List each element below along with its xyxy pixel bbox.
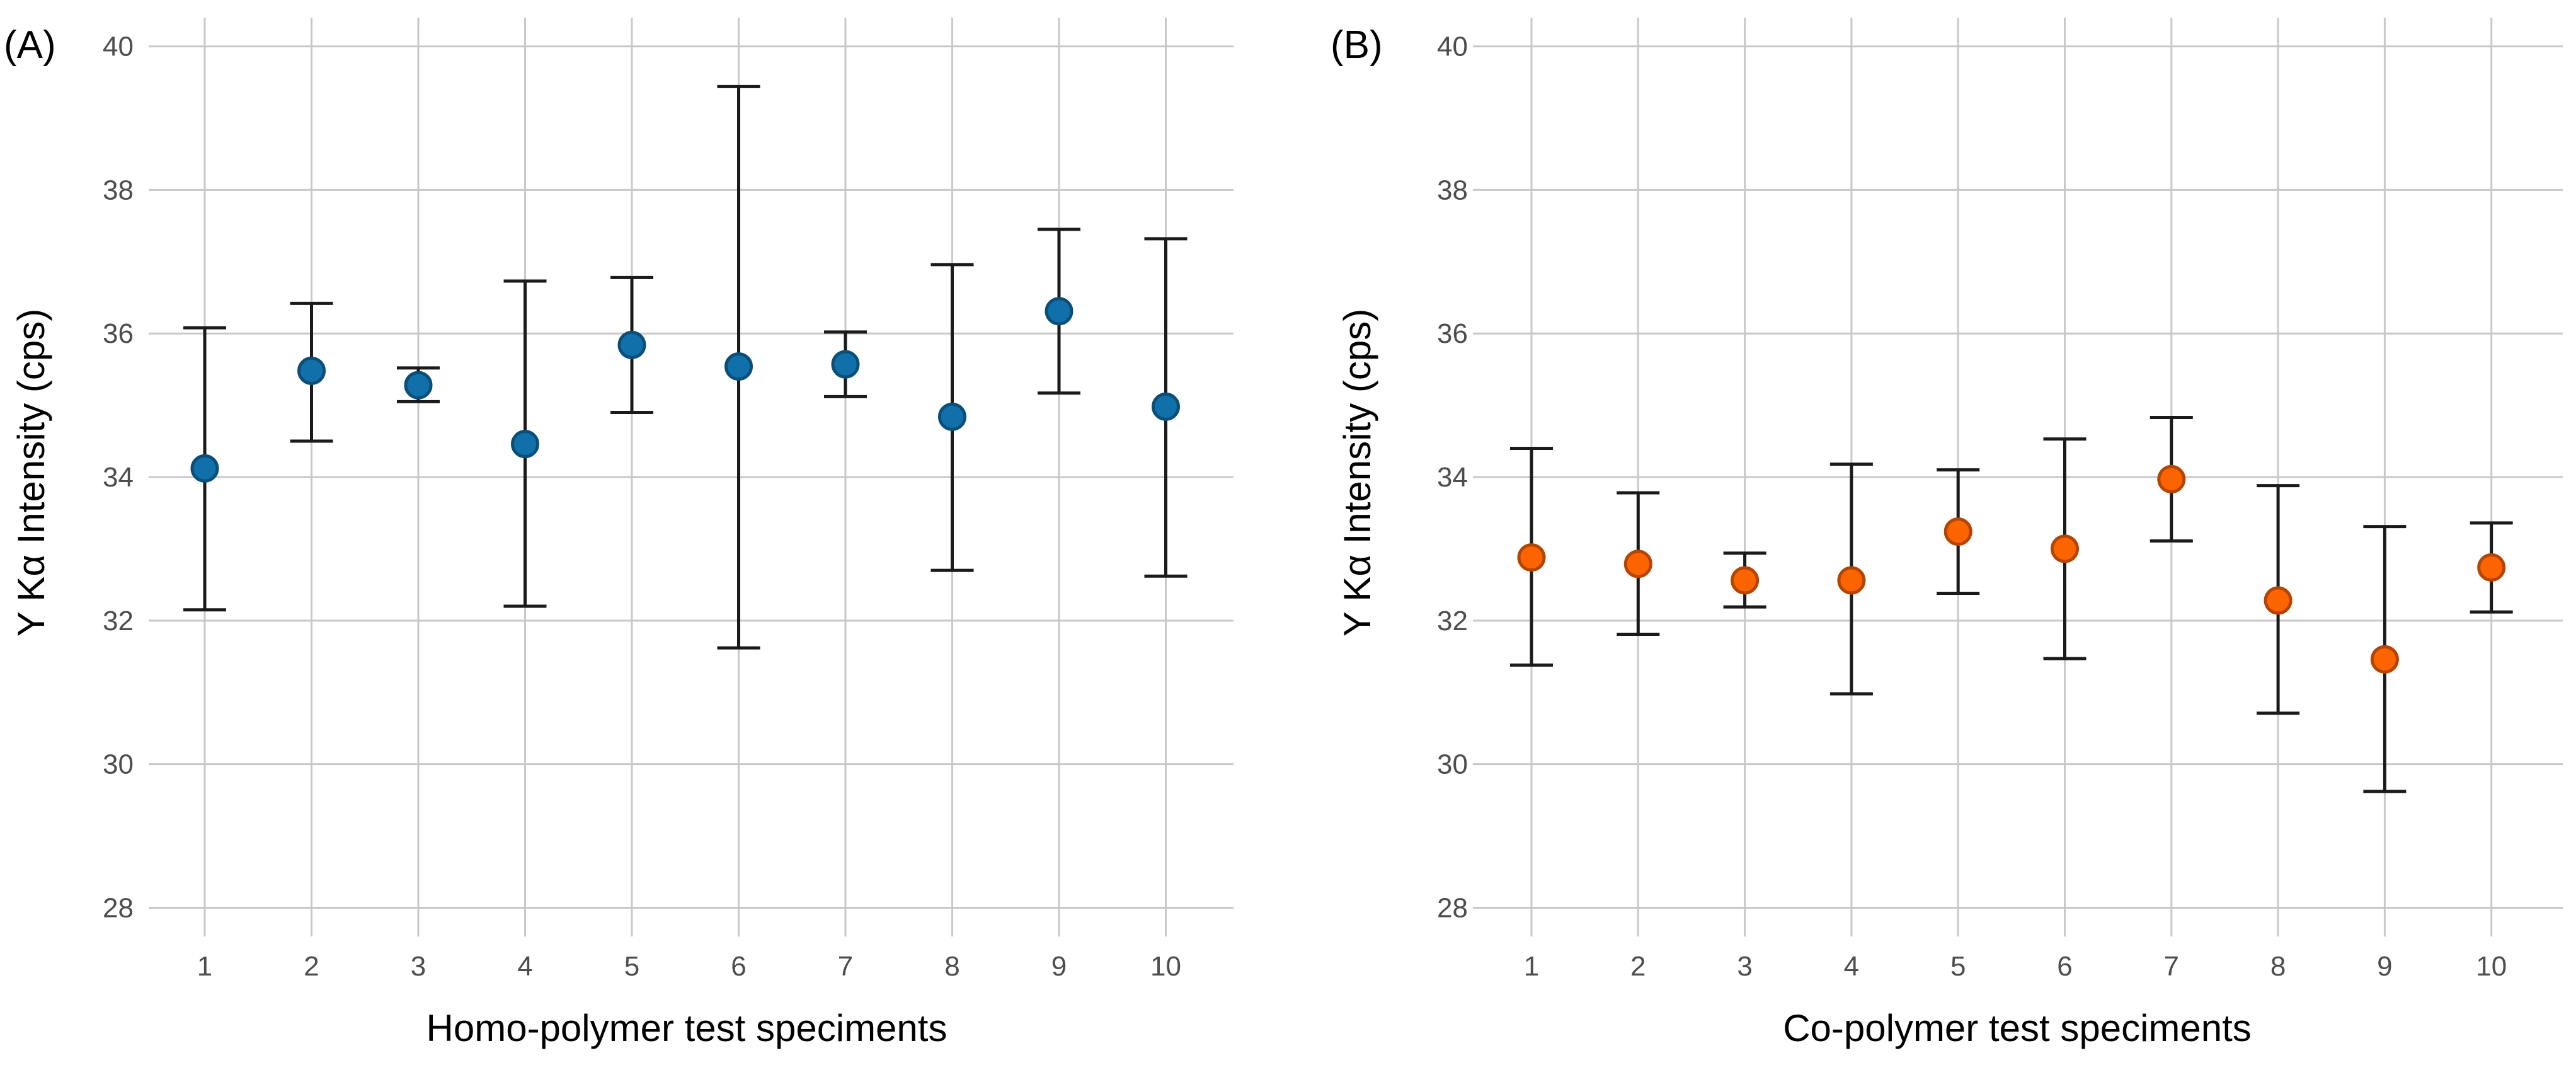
- panel-a-x-tick-4: 4: [517, 951, 532, 982]
- panel-b-point-7: [2157, 464, 2186, 493]
- panel-a-point-2: [297, 356, 326, 385]
- panel-a-point-1: [190, 454, 219, 483]
- panel-a-y-tick-28: 28: [103, 892, 134, 923]
- panel-b-x-tick-5: 5: [1950, 951, 1966, 982]
- panel-a-point-8: [938, 402, 966, 431]
- panel-a-x-tick-labels: 1 2 3 4 5 6 7 8 9 10: [197, 951, 1181, 982]
- panel-a-x-tick-1: 1: [197, 951, 212, 982]
- panel-b-x-tick-8: 8: [2270, 951, 2286, 982]
- panel-a-y-tick-38: 38: [103, 175, 134, 205]
- panel-b-point-8: [2264, 586, 2293, 615]
- panel-b-x-tick-1: 1: [1524, 951, 1539, 982]
- panel-a-error-bars: [183, 84, 1188, 650]
- panel-a-y-tick-32: 32: [103, 606, 134, 636]
- panel-b-x-tick-4: 4: [1844, 951, 1859, 982]
- panel-a-y-tick-labels: 28 30 32 34 36 38 40: [103, 32, 134, 924]
- panel-b-x-tick-9: 9: [2377, 951, 2392, 982]
- panel-b-y-tick-38: 38: [1437, 175, 1468, 205]
- panel-a-y-tick-30: 30: [103, 749, 134, 780]
- panel-b-error-bars: [1510, 415, 2513, 793]
- panel-b-point-1: [1517, 543, 1546, 572]
- panel-a-point-7: [831, 350, 860, 379]
- panel-b-y-tick-labels: 28 30 32 34 36 38 40: [1437, 32, 1468, 924]
- panel-a-x-tick-2: 2: [304, 951, 319, 982]
- panel-b-x-axis-title: Co-polymer test speciments: [1783, 1007, 2252, 1049]
- panel-b-label: (B): [1331, 23, 1383, 67]
- panel-a-x-axis-title: Homo-polymer test speciments: [426, 1007, 947, 1049]
- panel-a-gridlines-horizontal: [149, 45, 1234, 909]
- panel-a-y-tick-34: 34: [103, 462, 134, 493]
- panel-a-x-tick-10: 10: [1150, 951, 1181, 982]
- panel-b-y-tick-32: 32: [1437, 606, 1468, 636]
- panel-b-y-tick-36: 36: [1437, 318, 1468, 349]
- panel-a: (A) Y Kα Intensity (cps) Homo-polymer te…: [4, 18, 1234, 1049]
- panel-b-y-tick-28: 28: [1437, 892, 1468, 923]
- panel-b-y-tick-34: 34: [1437, 462, 1468, 493]
- panel-b-point-5: [1943, 517, 1972, 546]
- panel-a-point-9: [1045, 297, 1073, 326]
- panel-b-x-tick-7: 7: [2164, 951, 2179, 982]
- panel-a-point-5: [617, 330, 646, 359]
- panel-b-point-6: [2051, 534, 2079, 563]
- panel-a-x-tick-7: 7: [838, 951, 853, 982]
- panel-a-y-tick-40: 40: [103, 32, 134, 62]
- panel-a-point-4: [511, 430, 539, 459]
- panel-a-x-tick-9: 9: [1051, 951, 1067, 982]
- panel-a-x-tick-8: 8: [944, 951, 959, 982]
- panel-a-label: (A): [4, 23, 56, 67]
- panel-a-points: [190, 297, 1180, 483]
- panel-b-point-10: [2477, 553, 2506, 582]
- panel-b-x-tick-10: 10: [2476, 951, 2507, 982]
- panel-b-y-tick-30: 30: [1437, 749, 1468, 780]
- panel-b-x-tick-3: 3: [1737, 951, 1752, 982]
- panel-b-x-tick-2: 2: [1630, 951, 1646, 982]
- panel-a-point-3: [404, 371, 433, 400]
- panel-b-y-axis-title: Y Kα Intensity (cps): [1336, 309, 1378, 636]
- panel-b-point-2: [1623, 550, 1652, 579]
- panel-b-point-4: [1837, 566, 1866, 595]
- panel-b-point-3: [1731, 566, 1760, 595]
- panel-b-point-9: [2370, 645, 2399, 674]
- panel-a-x-tick-6: 6: [731, 951, 746, 982]
- panel-b-points: [1517, 464, 2506, 674]
- panel-a-point-6: [724, 352, 753, 381]
- panel-b-x-tick-6: 6: [2057, 951, 2072, 982]
- panel-a-point-10: [1152, 392, 1180, 421]
- panel-a-x-tick-3: 3: [411, 951, 426, 982]
- panel-a-y-tick-36: 36: [103, 318, 134, 349]
- panel-b-gridlines-horizontal: [1473, 45, 2563, 909]
- panel-a-x-tick-5: 5: [624, 951, 639, 982]
- panel-b: (B) Y Kα Intensity (cps) Co-polymer test…: [1331, 18, 2563, 1049]
- panel-b-y-tick-40: 40: [1437, 32, 1468, 62]
- panel-b-x-tick-labels: 1 2 3 4 5 6 7 8 9 10: [1524, 951, 2507, 982]
- panel-a-y-axis-title: Y Kα Intensity (cps): [10, 309, 52, 636]
